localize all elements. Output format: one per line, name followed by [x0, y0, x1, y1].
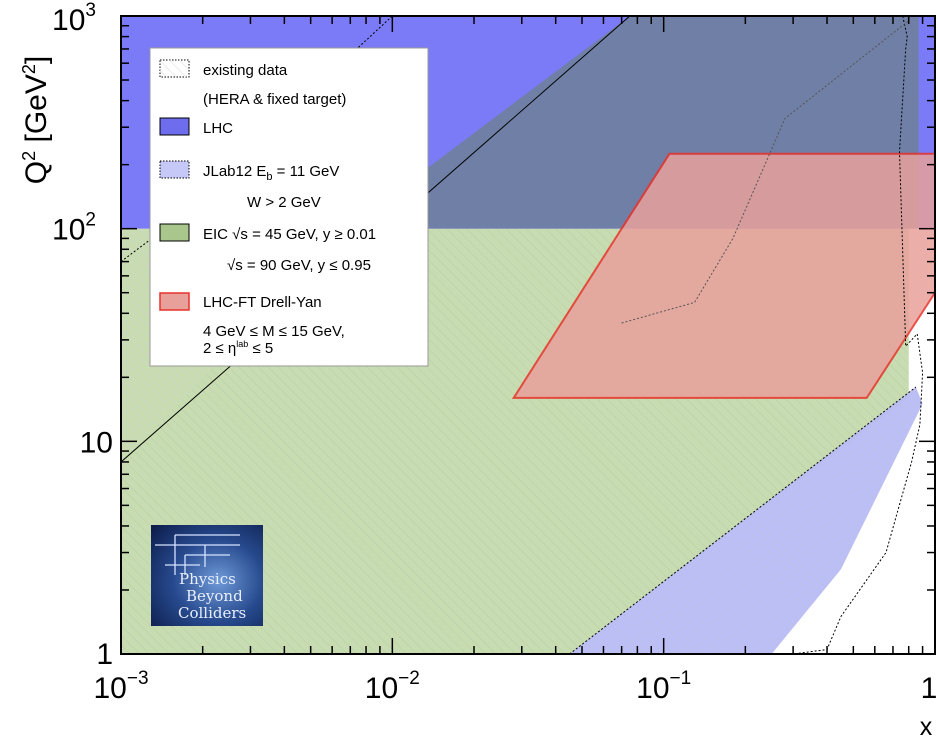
- logo-text-colliders: Colliders: [178, 604, 246, 622]
- y-tick-label: 10: [80, 426, 113, 459]
- y-tick-label: 102: [52, 210, 96, 247]
- y-axis-title: Q2 [GeV2]: [19, 56, 53, 184]
- legend-label-eic-2: √s = 90 GeV, y ≤ 0.95: [227, 257, 371, 274]
- existing-data-inner-outline: [621, 20, 910, 324]
- jlab-upper-edge: [569, 386, 917, 654]
- legend-swatch-jlab: [159, 160, 190, 179]
- legend-swatch-eic: [159, 223, 190, 242]
- legend-swatch-data-hatch: [160, 60, 189, 77]
- y-tick-label: 1: [96, 638, 113, 671]
- y-tick-label: 103: [52, 0, 96, 37]
- logo-background: [151, 525, 263, 626]
- legend-swatch-lhc: [159, 117, 190, 136]
- legend-label-drell-yan-2: 4 GeV ≤ M ≤ 15 GeV,: [203, 323, 345, 340]
- x-tick-label: 10−3: [93, 668, 148, 705]
- lhc-ft-drell-yan-region: [511, 152, 935, 399]
- legend-label-existing-data-2: (HERA & fixed target): [203, 91, 346, 108]
- logo-text-physics: Physics: [179, 570, 236, 588]
- jlab-hatch: [569, 387, 923, 654]
- legend-swatch-dy: [159, 292, 190, 311]
- logo-line: [174, 535, 206, 575]
- logo-text-beyond: Beyond: [186, 587, 243, 605]
- legend-label-existing-data: existing data: [203, 62, 288, 79]
- x-tick-label: 10−2: [365, 668, 420, 705]
- legend-label-drell-yan-3: 2 ≤ ηlab ≤ 5: [203, 339, 273, 357]
- legend-label-lhc: LHC: [203, 120, 233, 137]
- x-axis-title: x: [920, 713, 933, 741]
- legend-label-jlab-2: W > 2 GeV: [247, 194, 321, 211]
- legend-label-jlab: JLab12 Eb = 11 GeV: [203, 163, 339, 183]
- legend-label-eic: EIC √s = 45 GeV, y ≥ 0.01: [203, 226, 376, 243]
- existing-data-outline: [793, 16, 924, 654]
- x-tick-label: 10−1: [636, 668, 691, 705]
- x-tick-label: 1: [921, 672, 938, 705]
- axis-tick-labels: 10−3 10−2 10−1 1 1 10 102 103: [52, 0, 937, 705]
- legend: existing data (HERA & fixed target) LHC JLa…: [149, 47, 429, 367]
- plot-frame: [120, 15, 936, 655]
- axis-ticks: [120, 16, 935, 655]
- legend-label-drell-yan: LHC-FT Drell-Yan: [203, 294, 322, 311]
- legend-box: [149, 47, 429, 367]
